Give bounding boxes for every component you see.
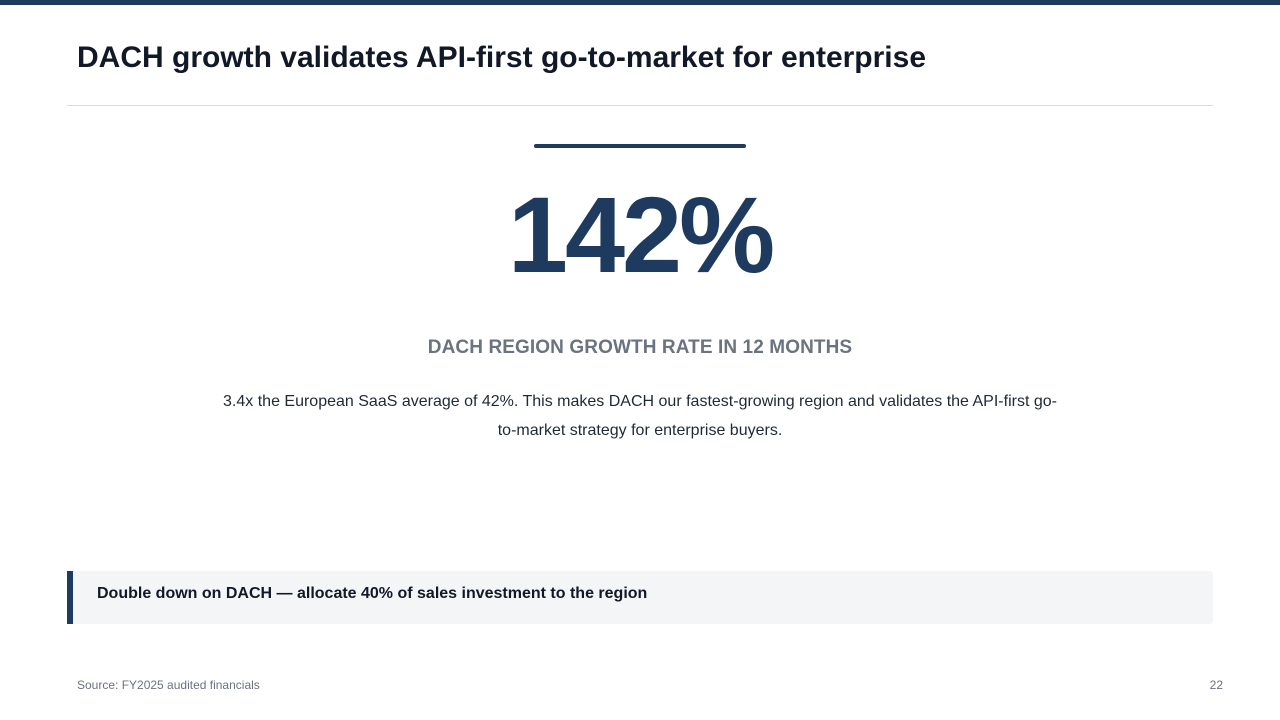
metric-value: 142% <box>507 174 775 295</box>
metric-accent-bar <box>534 144 746 148</box>
title-divider <box>67 105 1213 106</box>
metric-description: 3.4x the European SaaS average of 42%. T… <box>223 393 1057 439</box>
metric-label: DACH REGION GROWTH RATE IN 12 MONTHS <box>427 337 853 358</box>
key-takeaway-callout: Double down on DACH — allocate 40% of sa… <box>67 571 1213 624</box>
slide-title: DACH growth validates API-first go-to-ma… <box>77 41 927 74</box>
callout-accent-bar <box>67 571 73 624</box>
page-number: 22 <box>1209 678 1223 692</box>
source-note: Source: FY2025 audited financials <box>77 678 260 692</box>
top-accent-bar <box>0 0 1280 5</box>
callout-text: Double down on DACH — allocate 40% of sa… <box>97 585 648 602</box>
